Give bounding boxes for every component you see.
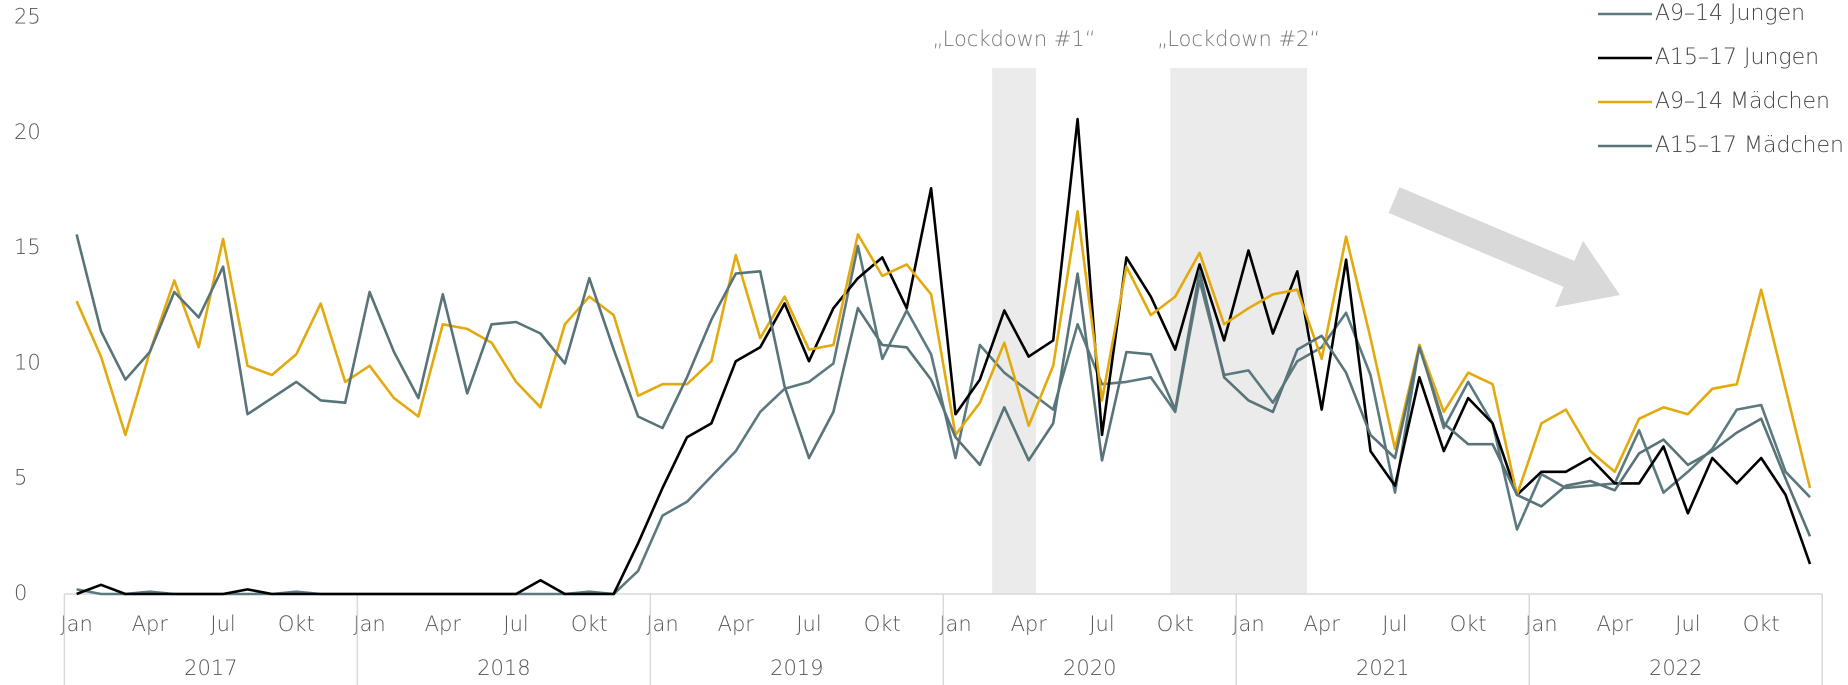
x-tick-label: Jan — [939, 612, 971, 636]
x-tick-label: Okt — [864, 612, 901, 636]
x-tick-label: Jan — [1232, 612, 1264, 636]
x-tick-label: Apr — [1304, 612, 1341, 636]
year-label: 2019 — [770, 656, 823, 680]
y-tick-label: 0 — [14, 581, 27, 605]
x-tick-label: Apr — [718, 612, 755, 636]
year-label: 2022 — [1649, 656, 1702, 680]
x-tick-label: Okt — [278, 612, 315, 636]
series-line — [76, 117, 1812, 596]
x-tick-label: Jan — [646, 612, 678, 636]
legend-label: A15–17 Jungen — [1655, 45, 1819, 70]
y-tick-label: 5 — [14, 466, 27, 490]
lockdown-band — [1170, 68, 1308, 594]
x-tick-label: Jul — [1089, 612, 1114, 636]
x-tick-label: Jan — [60, 612, 92, 636]
x-tick-label: Jan — [1525, 612, 1557, 636]
x-tick-label: Apr — [425, 612, 462, 636]
legend: A9–14 Jungen A15–17 Jungen A9–14 Mädchen A1… — [1598, 1, 1844, 158]
x-tick-label: Apr — [132, 612, 169, 636]
y-tick-label: 25 — [14, 5, 41, 29]
x-tick-label: Jan — [353, 612, 385, 636]
series-line — [75, 210, 1812, 497]
x-tick-label: Jul — [1675, 612, 1700, 636]
legend-label: A9–14 Jungen — [1655, 1, 1805, 26]
year-label: 2017 — [184, 656, 237, 680]
x-tick-label: Apr — [1011, 612, 1048, 636]
year-label: 2020 — [1063, 656, 1116, 680]
x-tick-label: Jul — [210, 612, 235, 636]
trend-arrow — [1388, 187, 1620, 308]
lockdown-label: „Lockdown #2“ — [1157, 27, 1320, 51]
y-tick-label: 20 — [14, 120, 41, 144]
series-line — [75, 234, 1812, 537]
x-tick-label: Okt — [1157, 612, 1194, 636]
year-label: 2021 — [1356, 656, 1409, 680]
x-tick-label: Jul — [1382, 612, 1407, 636]
y-tick-label: 15 — [14, 235, 41, 259]
y-tick-label: 10 — [14, 350, 41, 374]
x-tick-label: Okt — [1743, 612, 1780, 636]
x-tick-label: Apr — [1597, 612, 1634, 636]
year-label: 2018 — [477, 656, 530, 680]
legend-label: A9–14 Mädchen — [1655, 89, 1830, 114]
lockdown-label: „Lockdown #1“ — [932, 27, 1095, 51]
x-tick-label: Jul — [503, 612, 528, 636]
x-tick-label: Okt — [571, 612, 608, 636]
x-tick-label: Jul — [796, 612, 821, 636]
legend-label: A15–17 Mädchen — [1655, 133, 1844, 158]
x-tick-label: Okt — [1450, 612, 1487, 636]
